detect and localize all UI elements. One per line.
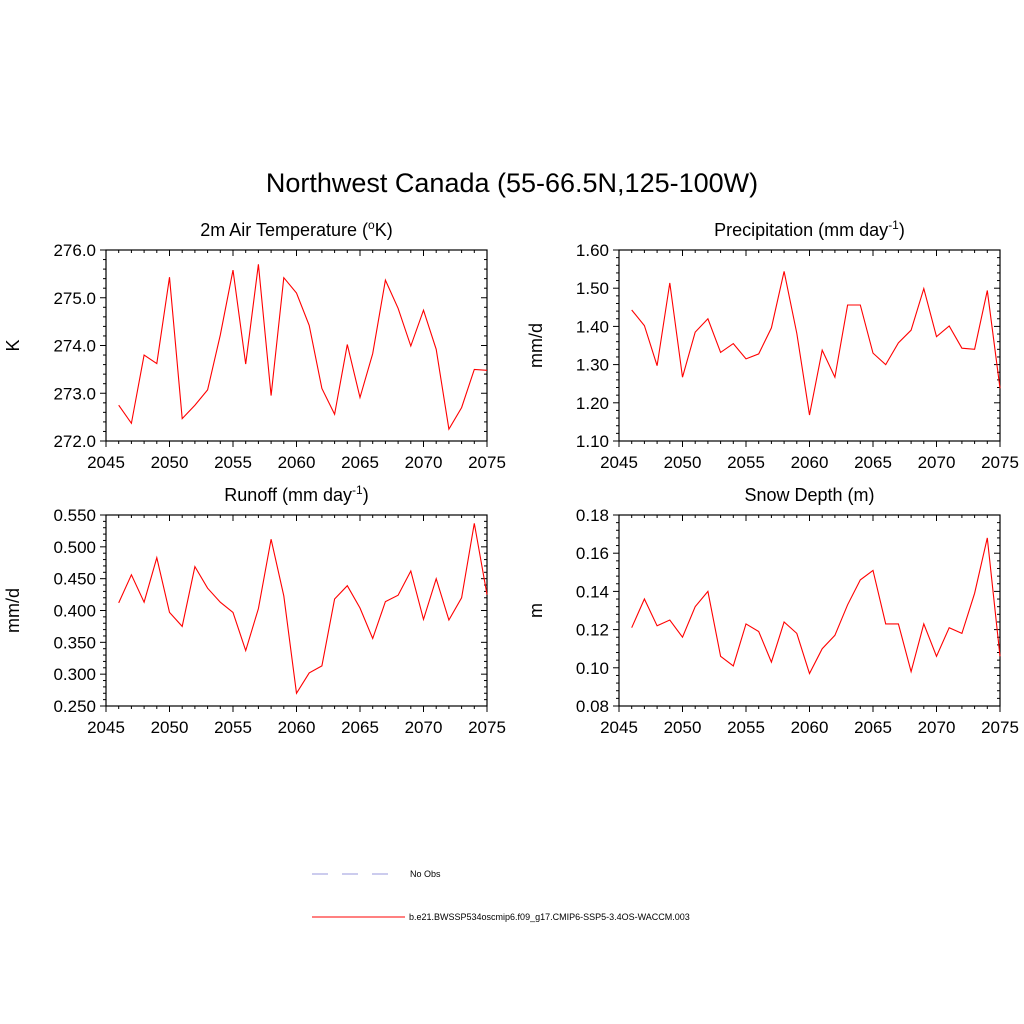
y-tick-label: 1.40	[576, 317, 609, 336]
legend: No Obs b.e21.BWSSP534oscmip6.f09_g17.CMIP…	[312, 869, 690, 922]
y-tick-label: 0.450	[53, 570, 96, 589]
y-tick-label: 0.500	[53, 538, 96, 557]
y-axis-label: mm/d	[3, 588, 23, 633]
y-tick-label: 1.10	[576, 432, 609, 451]
y-tick-label: 0.300	[53, 665, 96, 684]
y-tick-label: 1.60	[576, 241, 609, 260]
x-tick-label: 2075	[468, 453, 506, 472]
chart-panel-4: 2045 2050 2055 2060 2065 2070 2075 0.08 0.10 0.12…	[526, 485, 1019, 737]
series-line	[631, 271, 1001, 416]
x-tick-label: 2060	[278, 718, 316, 737]
x-tick-label: 2070	[405, 718, 443, 737]
chart-panel-1: 2045 2050 2055 2060 2065 2070 2075 272.0 273.0 27…	[3, 218, 506, 472]
series-line	[631, 537, 1001, 675]
panel-title-tail: K)	[375, 220, 393, 240]
x-tick-label: 2070	[918, 718, 956, 737]
x-tick-label: 2055	[214, 453, 252, 472]
panel-title: Snow Depth (m)	[744, 485, 874, 505]
x-tick-label: 2045	[600, 453, 638, 472]
y-tick-label: 1.50	[576, 279, 609, 298]
x-tick-label: 2060	[278, 453, 316, 472]
y-axis-label: m	[526, 603, 546, 618]
y-tick-label: 0.250	[53, 697, 96, 716]
x-tick-label: 2050	[664, 718, 702, 737]
x-tick-label: 2070	[405, 453, 443, 472]
x-tick-label: 2045	[600, 718, 638, 737]
panel-title-sup: -1	[352, 483, 363, 497]
x-tick-label: 2075	[468, 718, 506, 737]
legend-label-1: No Obs	[410, 869, 441, 879]
y-tick-label: 0.400	[53, 602, 96, 621]
panel-title: 2m Air Temperature (oK)	[200, 218, 392, 240]
y-tick-label: 1.30	[576, 356, 609, 375]
y-tick-label: 1.20	[576, 394, 609, 413]
y-tick-label: 274.0	[53, 337, 96, 356]
figure-title: Northwest Canada (55-66.5N,125-100W)	[265, 168, 759, 198]
panel-title-text: 2m Air Temperature (	[200, 220, 368, 240]
y-tick-label: 276.0	[53, 241, 96, 260]
y-tick-label: 275.0	[53, 289, 96, 308]
panel-title-tail: )	[363, 485, 369, 505]
panel-title: Runoff (mm day-1)	[224, 483, 368, 505]
panel-title-text: Precipitation (mm day	[714, 220, 888, 240]
plot-frame	[105, 514, 488, 707]
y-axis-label: mm/d	[526, 323, 546, 368]
y-tick-label: 0.350	[53, 633, 96, 652]
x-tick-label: 2055	[727, 718, 765, 737]
y-tick-label: 0.18	[576, 506, 609, 525]
legend-label-2: b.e21.BWSSP534oscmip6.f09_g17.CMIP6-SSP5…	[409, 912, 690, 922]
x-tick-label: 2060	[791, 718, 829, 737]
x-tick-label: 2050	[664, 453, 702, 472]
x-tick-label: 2045	[87, 453, 125, 472]
x-tick-label: 2065	[341, 718, 379, 737]
x-tick-label: 2065	[854, 718, 892, 737]
panel-title: Precipitation (mm day-1)	[714, 218, 905, 240]
chart-panel-3: 2045 2050 2055 2060 2065 2070 2075 0.250 0.300 0.…	[3, 483, 506, 737]
series-line	[118, 523, 488, 695]
x-tick-label: 2050	[151, 453, 189, 472]
y-tick-label: 273.0	[53, 384, 96, 403]
x-tick-label: 2075	[981, 718, 1019, 737]
y-axis-label: K	[3, 339, 23, 351]
y-tick-label: 0.550	[53, 506, 96, 525]
x-tick-label: 2055	[214, 718, 252, 737]
y-tick-label: 0.12	[576, 621, 609, 640]
panel-title-sup: o	[368, 218, 375, 232]
x-tick-label: 2060	[791, 453, 829, 472]
x-tick-label: 2065	[854, 453, 892, 472]
x-tick-label: 2075	[981, 453, 1019, 472]
panel-title-sup: -1	[888, 218, 899, 232]
x-tick-label: 2070	[918, 453, 956, 472]
y-tick-label: 0.16	[576, 544, 609, 563]
y-tick-label: 0.08	[576, 697, 609, 716]
y-tick-label: 272.0	[53, 432, 96, 451]
panel-title-text: Runoff (mm day	[224, 485, 352, 505]
y-tick-label: 0.10	[576, 659, 609, 678]
panel-title-tail: )	[899, 220, 905, 240]
plot-frame	[105, 249, 488, 442]
panel-title-text: Snow Depth (m)	[744, 485, 874, 505]
x-tick-label: 2065	[341, 453, 379, 472]
x-tick-label: 2045	[87, 718, 125, 737]
y-tick-label: 0.14	[576, 582, 609, 601]
x-tick-label: 2050	[151, 718, 189, 737]
x-tick-label: 2055	[727, 453, 765, 472]
chart-panel-2: 2045 2050 2055 2060 2065 2070 2075 1.10 1.20 1.30…	[526, 218, 1019, 472]
series-line	[118, 264, 488, 431]
plot-frame	[618, 514, 1001, 707]
